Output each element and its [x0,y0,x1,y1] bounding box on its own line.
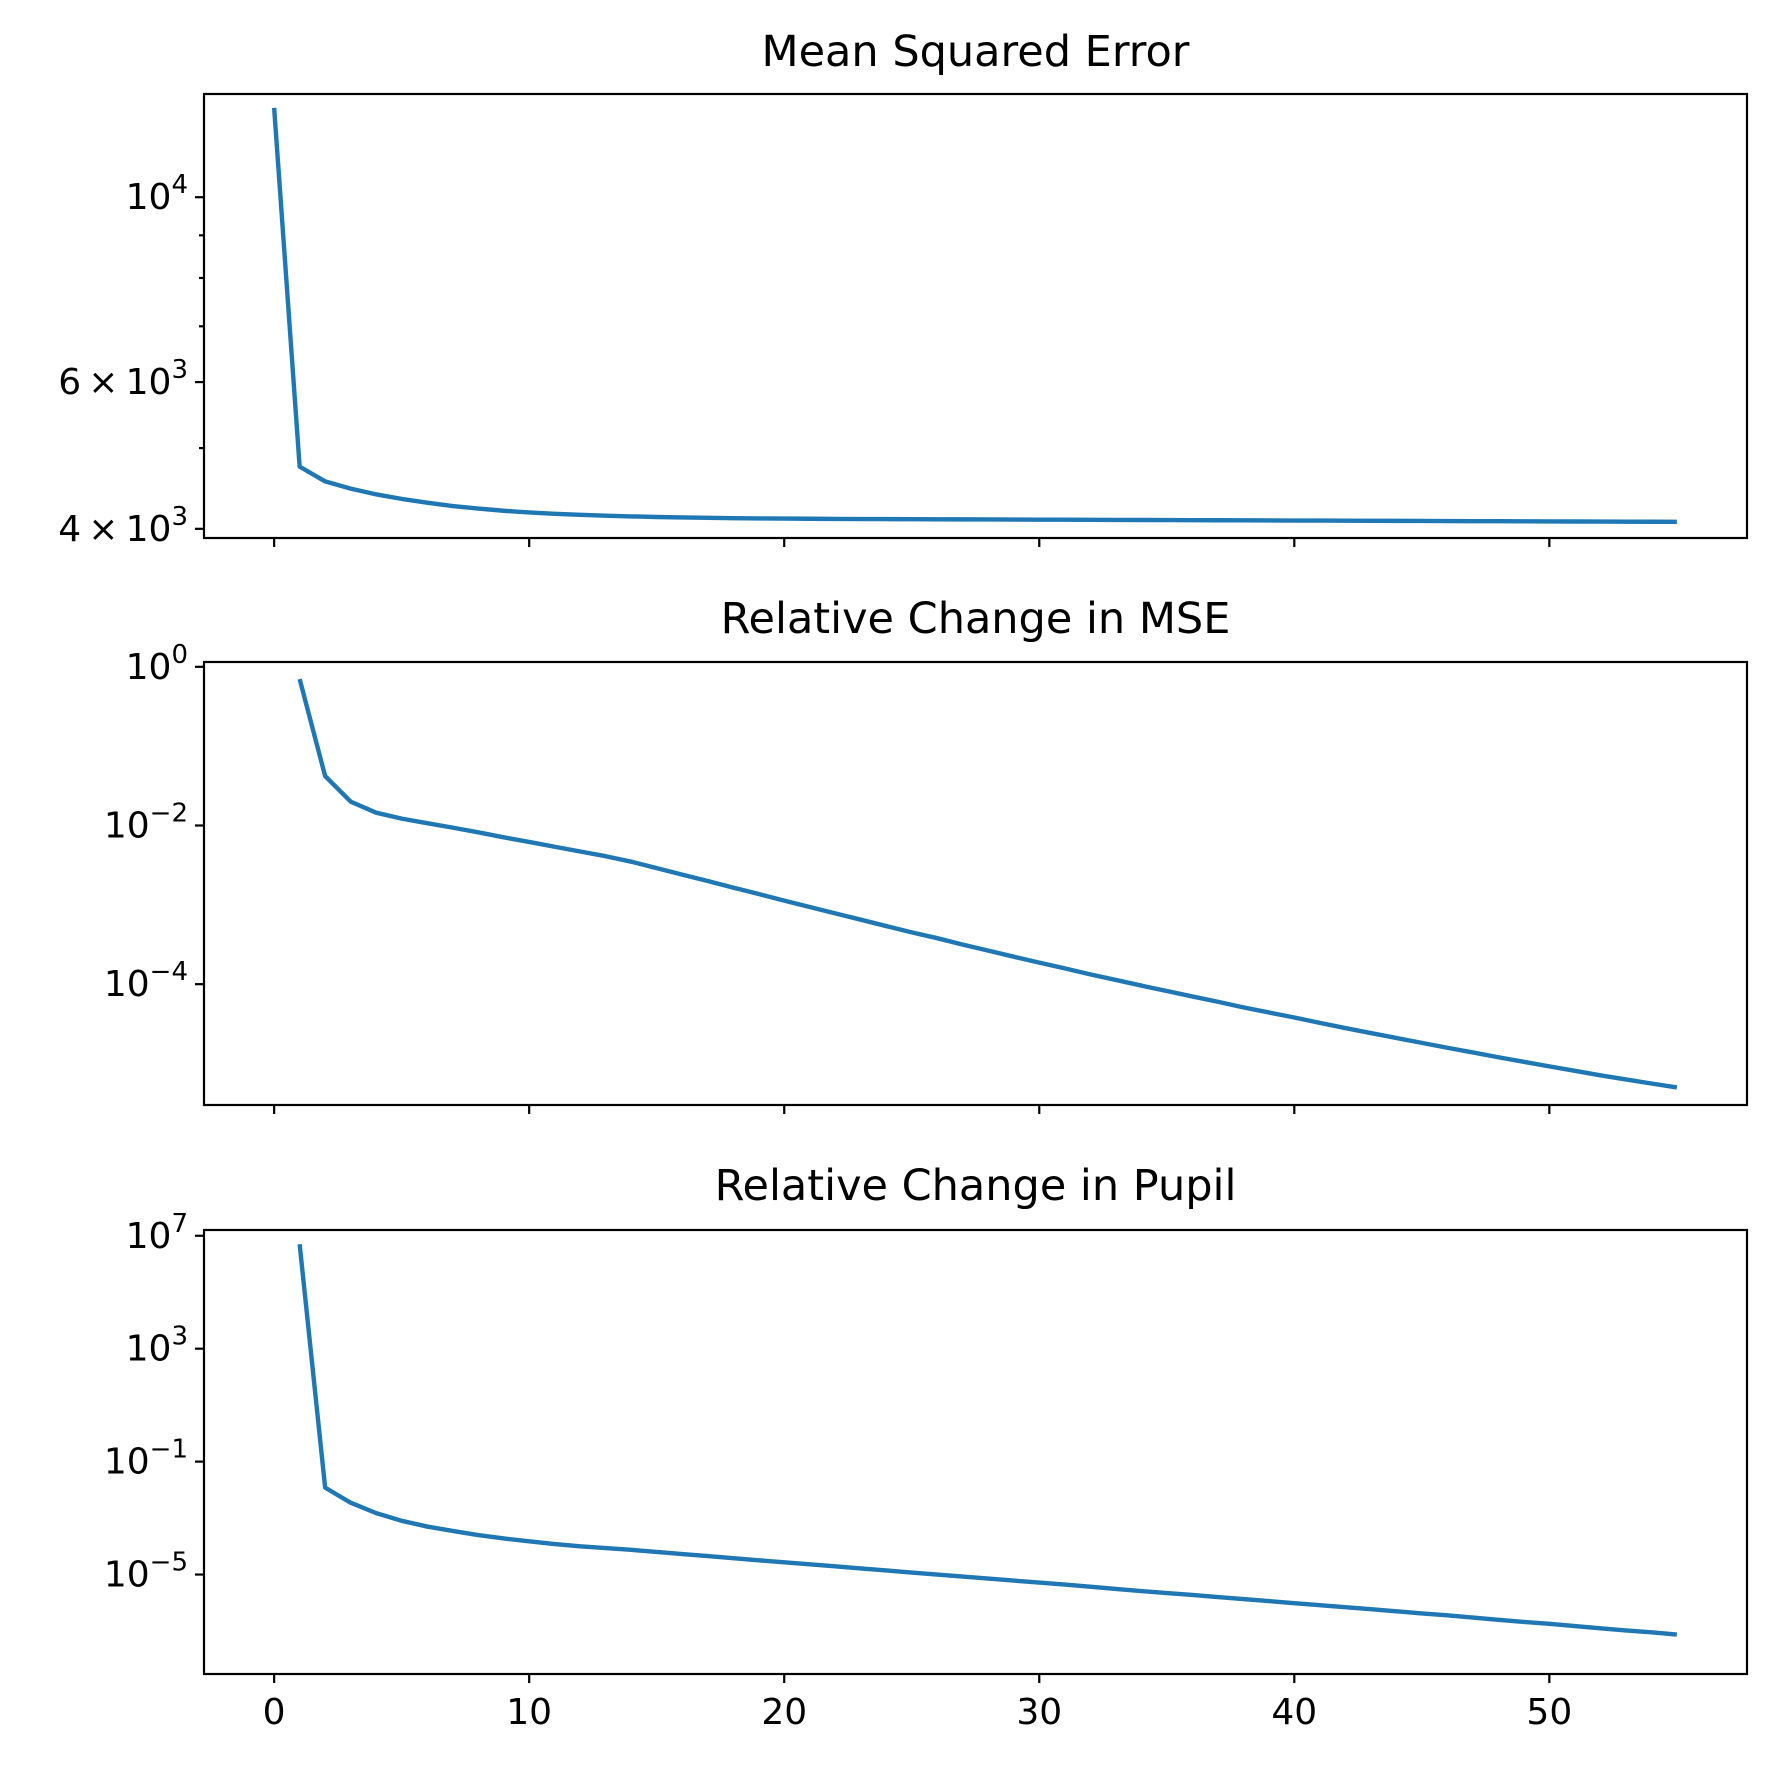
subplot-relative-change-mse: Relative Change in MSE 100 10−2 10−4 [104,594,1749,1114]
y-tick-label: 100 [126,640,188,688]
x-tick-label: 20 [761,1692,807,1733]
y-tick-label: 104 [126,170,188,218]
x-tick-label: 40 [1271,1692,1317,1733]
axes-frame [202,660,1749,1107]
series-line [297,678,1678,1090]
x-tick-label: 0 [263,1692,286,1733]
y-tick-label: 10−1 [104,1435,188,1483]
x-tick-label: 10 [506,1692,552,1733]
chart-title: Relative Change in MSE [721,594,1231,644]
series-line [271,107,1677,525]
y-tick-label: 6 × 103 [58,355,188,403]
y-tick-label: 103 [126,1322,188,1370]
series-line [297,1244,1678,1637]
axes-frame [202,1228,1749,1676]
y-tick-label: 107 [126,1209,188,1257]
x-tick-label: 30 [1016,1692,1062,1733]
chart-title: Mean Squared Error [762,27,1190,77]
subplot-relative-change-pupil: Relative Change in Pupil 0 10 20 30 40 50 107 1… [104,1161,1749,1733]
subplot-mse: Mean Squared Error 104 6 × 103 4 × 103 [58,27,1749,550]
x-tick-label: 50 [1526,1692,1572,1733]
axes-frame [202,92,1749,540]
y-tick-label: 10−4 [104,957,188,1005]
chart-title: Relative Change in Pupil [715,1161,1237,1211]
y-tick-label: 4 × 103 [58,502,188,550]
y-tick-label: 10−2 [104,798,188,846]
y-tick-label: 10−5 [104,1548,188,1596]
